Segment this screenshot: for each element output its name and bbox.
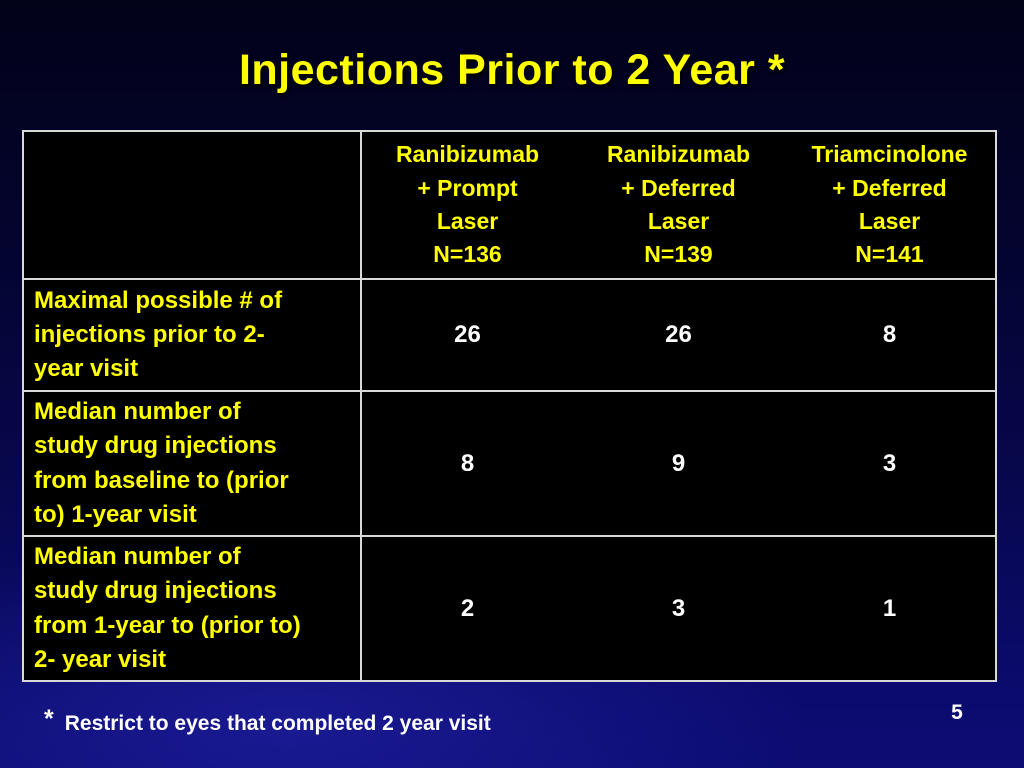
value-cell: 2 (362, 535, 573, 680)
row-label-median-1-year-to-2-year: Median number of study drug injections f… (24, 535, 362, 680)
value-cell: 8 (362, 390, 573, 535)
footnote: * Restrict to eyes that completed 2 year … (44, 705, 491, 737)
footnote-text: Restrict to eyes that completed 2 year v… (64, 712, 491, 735)
row-label-median-baseline-to-1-year: Median number of study drug injections f… (24, 390, 362, 535)
footnote-asterisk: * (44, 705, 54, 733)
column-header-ranibizumab-prompt-laser: Ranibizumab + Prompt Laser N=136 (395, 141, 540, 268)
column-header-ranibizumab-deferred-laser: Ranibizumab + Deferred Laser N=139 (606, 141, 751, 268)
value-cell: 1 (784, 535, 995, 680)
corner-cell (24, 132, 362, 278)
value-cell: 3 (573, 535, 784, 680)
row-label-maximal-possible-injections: Maximal possible # of injections prior t… (24, 278, 362, 390)
value-cell: 3 (784, 390, 995, 535)
slide-title: Injections Prior to 2 Year * (238, 46, 786, 94)
value-cell: 26 (362, 278, 573, 390)
page-number: 5 (951, 701, 963, 724)
value-cell: 8 (784, 278, 995, 390)
value-cell: 9 (573, 390, 784, 535)
column-header-triamcinolone-deferred-laser: Triamcinolone + Deferred Laser N=141 (811, 141, 968, 268)
value-cell: 26 (573, 278, 784, 390)
injections-table: Ranibizumab + Prompt Laser N=136 Ranibiz… (22, 130, 997, 682)
